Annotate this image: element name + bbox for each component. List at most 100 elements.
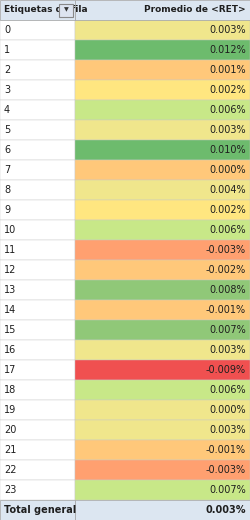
Text: -0.001%: -0.001% (206, 305, 246, 315)
Text: 22: 22 (4, 465, 16, 475)
Bar (0, 500, 75, 520)
Bar (0, 40, 75, 60)
Bar (75, 280, 250, 300)
Text: 0.000%: 0.000% (210, 405, 246, 415)
Bar (0, 280, 75, 300)
Text: 0.002%: 0.002% (209, 85, 246, 95)
Text: 12: 12 (4, 265, 16, 275)
Bar (75, 20, 250, 40)
Bar (75, 360, 250, 380)
Bar (75, 260, 250, 280)
Bar (0, 480, 75, 500)
Bar (75, 60, 250, 80)
Text: 0.007%: 0.007% (209, 485, 246, 495)
Bar (0, 260, 75, 280)
Bar (75, 500, 250, 520)
Bar (75, 320, 250, 340)
Text: 0.002%: 0.002% (209, 205, 246, 215)
Bar (0, 240, 75, 260)
Bar (0, 20, 75, 40)
Bar (0, 300, 75, 320)
Text: 21: 21 (4, 445, 16, 455)
Bar (75, 220, 250, 240)
Text: 20: 20 (4, 425, 16, 435)
Bar (75, 400, 250, 420)
Text: 8: 8 (4, 185, 10, 195)
Text: 5: 5 (4, 125, 10, 135)
Bar (0, 180, 75, 200)
Text: Total general: Total general (4, 505, 76, 515)
Bar (75, 0, 250, 20)
Text: 0.008%: 0.008% (210, 285, 246, 295)
Text: 17: 17 (4, 365, 16, 375)
Text: -0.003%: -0.003% (206, 245, 246, 255)
Bar (75, 80, 250, 100)
Text: 6: 6 (4, 145, 10, 155)
Bar (0, 200, 75, 220)
Text: 0.007%: 0.007% (209, 325, 246, 335)
Bar (59, 4, 73, 17)
Bar (75, 140, 250, 160)
Bar (0, 100, 75, 120)
Text: 0.006%: 0.006% (210, 105, 246, 115)
Bar (75, 120, 250, 140)
Bar (0, 340, 75, 360)
Text: 10: 10 (4, 225, 16, 235)
Bar (75, 440, 250, 460)
Bar (0, 120, 75, 140)
Bar (0, 80, 75, 100)
Text: 2: 2 (4, 65, 10, 75)
Bar (0, 140, 75, 160)
Text: 0.006%: 0.006% (210, 225, 246, 235)
Text: 13: 13 (4, 285, 16, 295)
Bar (75, 420, 250, 440)
Text: -0.001%: -0.001% (206, 445, 246, 455)
Bar (0, 160, 75, 180)
Text: 0.003%: 0.003% (210, 425, 246, 435)
Bar (0, 360, 75, 380)
Text: 0.006%: 0.006% (210, 385, 246, 395)
Text: 18: 18 (4, 385, 16, 395)
Text: 0.003%: 0.003% (210, 25, 246, 35)
Bar (75, 100, 250, 120)
Text: 4: 4 (4, 105, 10, 115)
Bar (0, 380, 75, 400)
Text: 0: 0 (4, 25, 10, 35)
Text: 0.003%: 0.003% (206, 505, 246, 515)
Text: 7: 7 (4, 165, 10, 175)
Text: 14: 14 (4, 305, 16, 315)
Text: 0.000%: 0.000% (210, 165, 246, 175)
Bar (0, 400, 75, 420)
Text: 0.001%: 0.001% (210, 65, 246, 75)
Text: ▼: ▼ (64, 7, 68, 12)
Text: 0.003%: 0.003% (210, 125, 246, 135)
Text: 11: 11 (4, 245, 16, 255)
Text: 0.012%: 0.012% (209, 45, 246, 55)
Bar (0, 420, 75, 440)
Bar (75, 200, 250, 220)
Text: 0.010%: 0.010% (210, 145, 246, 155)
Text: 16: 16 (4, 345, 16, 355)
Bar (0, 0, 75, 20)
Bar (0, 320, 75, 340)
Text: 19: 19 (4, 405, 16, 415)
Bar (75, 480, 250, 500)
Text: Promedio de <RET>: Promedio de <RET> (144, 6, 246, 15)
Text: 15: 15 (4, 325, 16, 335)
Bar (75, 240, 250, 260)
Bar (0, 460, 75, 480)
Bar (0, 60, 75, 80)
Text: Etiquetas de fila: Etiquetas de fila (4, 6, 88, 15)
Bar (0, 220, 75, 240)
Text: 1: 1 (4, 45, 10, 55)
Text: -0.009%: -0.009% (206, 365, 246, 375)
Text: -0.002%: -0.002% (206, 265, 246, 275)
Bar (75, 380, 250, 400)
Bar (75, 160, 250, 180)
Text: 23: 23 (4, 485, 16, 495)
Text: 0.004%: 0.004% (210, 185, 246, 195)
Text: 0.003%: 0.003% (210, 345, 246, 355)
Text: 9: 9 (4, 205, 10, 215)
Bar (75, 340, 250, 360)
Bar (75, 460, 250, 480)
